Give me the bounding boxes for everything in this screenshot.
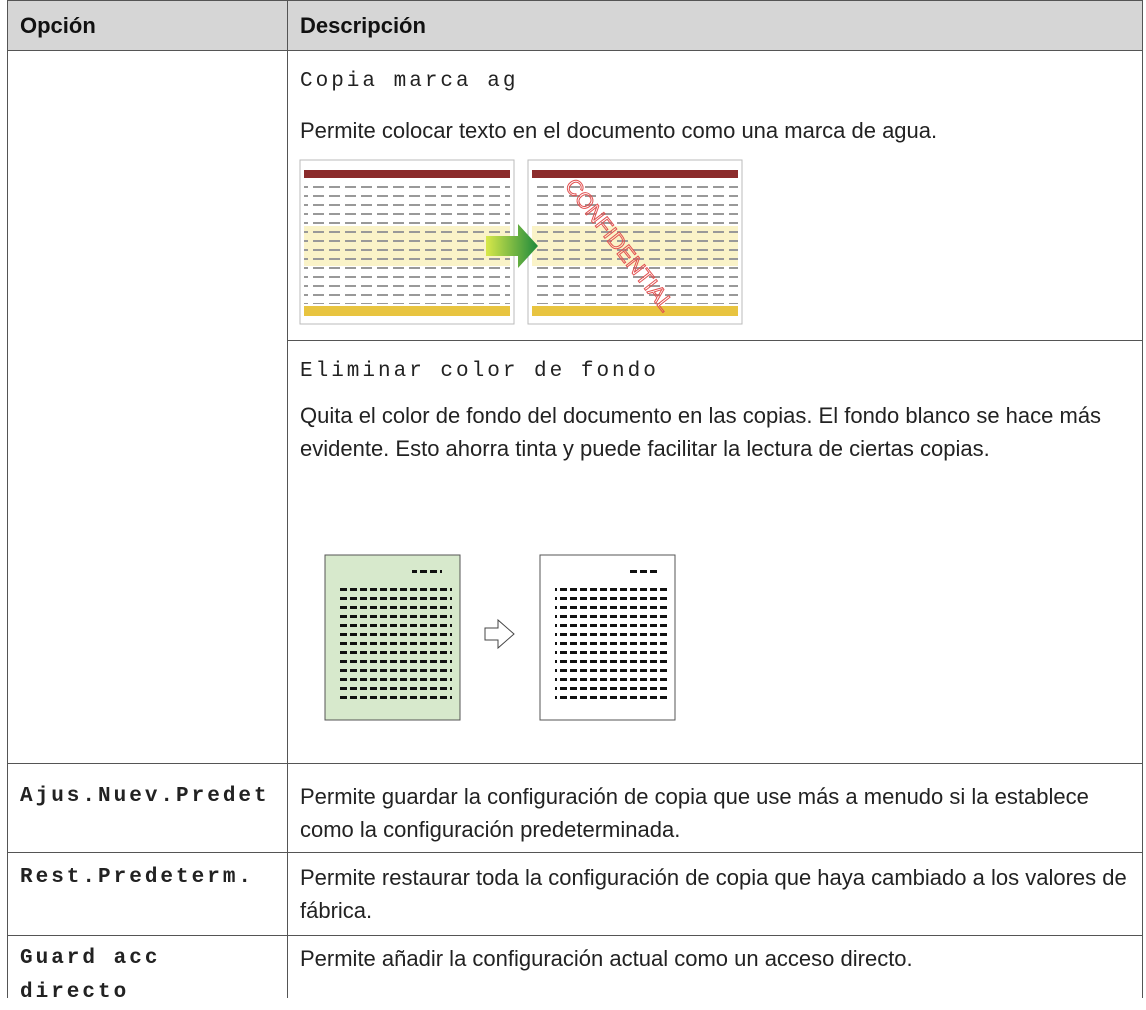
border xyxy=(1142,0,1143,998)
option-name: Eliminar color de fondo xyxy=(300,360,659,383)
border xyxy=(287,0,288,998)
option-name: Rest.Predeterm. xyxy=(20,866,255,889)
background-removal-illustration xyxy=(324,554,676,721)
option-name: Ajus.Nuev.Predet xyxy=(20,785,270,808)
description: Permite añadir la configuración actual c… xyxy=(300,946,913,971)
header-bg xyxy=(7,1,1143,50)
border xyxy=(7,50,1143,51)
description: Permite colocar texto en el documento co… xyxy=(300,118,938,143)
border xyxy=(287,340,1143,341)
header-cell: Opción xyxy=(20,13,96,38)
watermark-illustration: CONFIDENTIAL xyxy=(299,159,743,325)
option-name: Copia marca ag xyxy=(300,70,519,93)
border xyxy=(7,763,1143,764)
description: Permite guardar la configuración de copi… xyxy=(300,784,1089,842)
border xyxy=(7,935,1143,936)
border xyxy=(7,0,1143,1)
border xyxy=(7,852,1143,853)
border xyxy=(7,0,8,998)
description: Quita el color de fondo del documento en… xyxy=(300,403,1102,461)
option-name: Guard acc directo xyxy=(20,947,161,1004)
description: Permite restaurar toda la configuración … xyxy=(300,865,1127,923)
header-cell: Descripción xyxy=(300,13,426,38)
